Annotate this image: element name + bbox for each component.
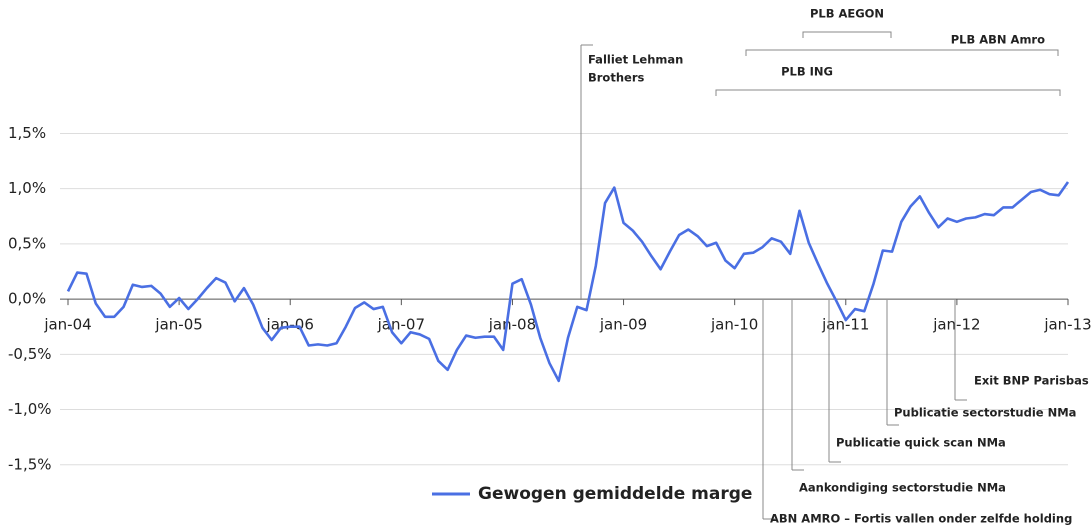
x-tick-label: jan-10 [710, 316, 758, 334]
x-tick-label: jan-12 [932, 316, 980, 334]
event-label: Brothers [588, 71, 644, 85]
x-tick-label: jan-07 [377, 316, 425, 334]
event-label: Aankondiging sectorstudie NMa [799, 481, 1006, 495]
y-tick-label: 1,0% [8, 179, 46, 197]
x-tick-label: jan-13 [1043, 316, 1091, 334]
x-tick-label: jan-06 [266, 316, 314, 334]
period-bracket [715, 89, 1061, 96]
x-tick-label: jan-05 [154, 316, 202, 334]
period-bracket [802, 31, 892, 38]
period-label: PLB AEGON [810, 7, 884, 21]
y-tick-label: 0,0% [8, 290, 46, 308]
event-label: Publicatie sectorstudie NMa [894, 406, 1076, 420]
y-tick-label: -0,5% [8, 345, 52, 363]
legend-label: Gewogen gemiddelde marge [478, 484, 752, 504]
y-tick-label: -1,5% [8, 455, 52, 473]
event-label: ABN AMRO – Fortis vallen onder zelfde ho… [770, 512, 1072, 526]
event-label: Falliet Lehman [588, 53, 683, 67]
period-bracket [745, 49, 1059, 56]
y-tick-label: -1,0% [8, 400, 52, 418]
x-tick-label: jan-04 [43, 316, 91, 334]
x-tick-label: jan-09 [599, 316, 647, 334]
y-tick-label: 1,5% [8, 124, 46, 142]
x-tick-label: jan-08 [488, 316, 536, 334]
event-label: Exit BNP Parisbas [974, 374, 1089, 388]
event-label: Publicatie quick scan NMa [836, 436, 1006, 450]
y-tick-label: 0,5% [8, 234, 46, 252]
period-label: PLB ING [781, 65, 833, 79]
series-line [66, 181, 1070, 383]
x-tick-label: jan-11 [821, 316, 869, 334]
period-label: PLB ABN Amro [951, 33, 1045, 47]
